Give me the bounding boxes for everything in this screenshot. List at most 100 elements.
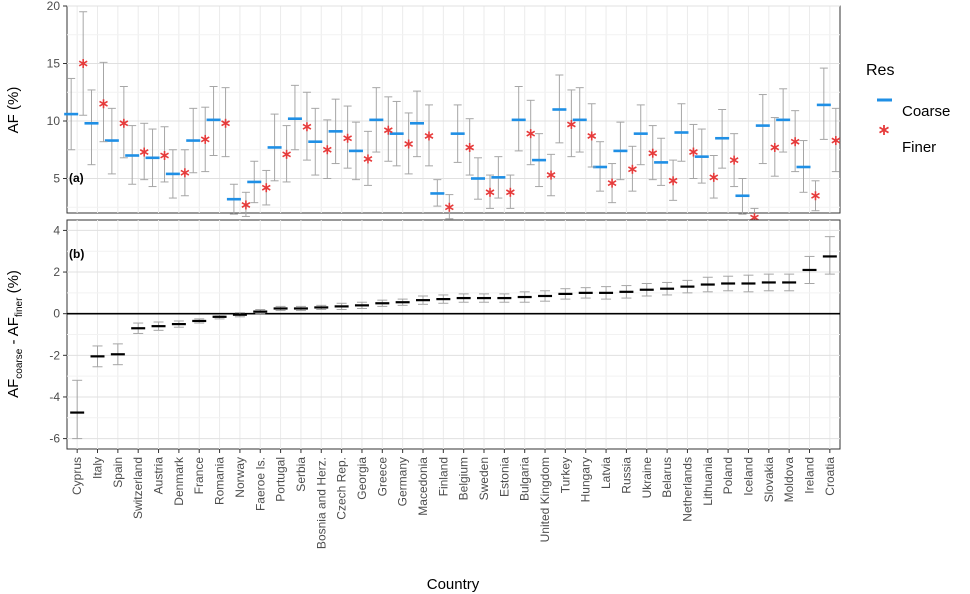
- b-diff-portugal: [273, 305, 288, 312]
- a-finer-lithuania: [709, 155, 719, 199]
- b-diff-russia: [619, 285, 634, 299]
- b-diff-italy: [90, 345, 105, 368]
- legend-title: Res: [866, 62, 894, 79]
- a-finer-point-hungary: [587, 131, 597, 141]
- a-coarse-estonia: [491, 156, 506, 199]
- a-coarse-france: [186, 107, 201, 174]
- x-tick-label-romania: Romania: [213, 457, 227, 505]
- legend-finer-label: Finer: [902, 139, 936, 156]
- a-finer-norway: [241, 191, 251, 217]
- b-diff-slovakia: [761, 273, 776, 292]
- a-coarse-turkey: [552, 74, 567, 144]
- a-finer-point-belarus: [668, 176, 678, 186]
- b-diff-switzerland: [131, 322, 146, 334]
- x-tick-label-norway: Norway: [233, 457, 247, 498]
- b-diff-austria: [151, 321, 166, 331]
- a-finer-moldova: [790, 110, 800, 173]
- b-diff-estonia: [497, 293, 512, 303]
- x-tick-label-croatia: Croatia: [823, 457, 837, 496]
- a-finer-austria: [160, 126, 169, 183]
- a-finer-point-ireland: [811, 191, 820, 201]
- b-ytick-label-m2: -2: [49, 348, 60, 362]
- panel-b-y-ticks: -6 -4 -2 0 2 4: [49, 223, 67, 446]
- a-coarse-faeroe-is: [247, 160, 262, 204]
- a-finer-point-turkey: [566, 119, 576, 129]
- a-coarse-belgium: [450, 104, 465, 163]
- a-finer-united-kingdom: [546, 153, 556, 197]
- a-finer-point-spain: [119, 118, 129, 128]
- a-finer-point-macedonia: [424, 131, 434, 141]
- a-coarse-portugal: [267, 113, 282, 182]
- a-finer-france: [200, 106, 210, 173]
- a-finer-poland: [729, 133, 739, 188]
- b-diff-czech-rep: [334, 302, 349, 311]
- a-finer-hungary: [587, 103, 597, 168]
- panel-a-marks: [64, 11, 841, 227]
- a-coarse-italy: [84, 89, 99, 166]
- b-diff-belarus: [660, 281, 675, 296]
- x-tick-label-russia: Russia: [619, 457, 633, 494]
- b-diff-poland: [721, 275, 736, 292]
- a-finer-point-finland: [444, 202, 454, 212]
- a-finer-point-latvia: [607, 178, 617, 188]
- b-diff-germany: [395, 298, 410, 306]
- panel-b-tag: (b): [69, 247, 84, 261]
- x-tick-label-ireland: Ireland: [802, 457, 816, 494]
- x-tick-label-bulgaria: Bulgaria: [518, 457, 532, 501]
- a-coarse-spain: [104, 107, 119, 175]
- a-finer-greece: [383, 96, 393, 162]
- a-finer-sweden: [485, 174, 495, 209]
- ylabel-b-prefix: AF: [5, 379, 22, 398]
- a-coarse-croatia: [816, 67, 831, 140]
- b-ytick-label-m6: -6: [49, 432, 60, 446]
- x-tick-label-austria: Austria: [152, 457, 166, 495]
- x-tick-label-denmark: Denmark: [172, 456, 186, 506]
- a-finer-point-greece: [383, 125, 393, 135]
- a-coarse-moldova: [776, 88, 791, 153]
- x-tick-label-spain: Spain: [111, 457, 125, 488]
- a-finer-croatia: [831, 107, 841, 173]
- a-finer-germany: [404, 112, 414, 175]
- x-tick-label-portugal: Portugal: [274, 457, 288, 502]
- b-diff-macedonia: [415, 295, 430, 305]
- x-tick-label-sweden: Sweden: [477, 457, 491, 500]
- a-ytick-label-5: 5: [53, 172, 60, 186]
- a-coarse-czech-rep: [328, 98, 343, 165]
- legend-coarse-label: Coarse: [902, 103, 950, 120]
- b-diff-georgia: [354, 301, 369, 309]
- x-axis-title: Country: [427, 576, 480, 593]
- x-tick-label-latvia: Latvia: [599, 457, 613, 489]
- a-coarse-belarus: [654, 137, 669, 186]
- a-coarse-georgia: [348, 121, 363, 181]
- b-ytick-label-2: 2: [53, 265, 60, 279]
- x-tick-label-france: France: [192, 457, 206, 495]
- a-coarse-finland: [430, 179, 445, 207]
- a-finer-slovakia: [770, 117, 780, 177]
- a-coarse-united-kingdom: [532, 133, 547, 188]
- b-diff-croatia: [822, 236, 837, 275]
- b-diff-united-kingdom: [538, 290, 553, 302]
- a-coarse-ukraine: [633, 104, 648, 166]
- b-diff-cyprus: [70, 379, 85, 440]
- panel-b-plot: -6 -4 -2 0 2 4 (b) AFcoarse - AFfiner (%) Cyp…: [5, 219, 841, 593]
- panel-a-y-ticks: 5 10 15 20: [47, 0, 67, 186]
- a-finer-point-germany: [404, 139, 414, 149]
- x-tick-label-united-kingdom: United Kingdom: [538, 457, 552, 542]
- b-ytick-label-4: 4: [53, 223, 60, 237]
- a-finer-serbia: [302, 91, 312, 161]
- a-finer-estonia: [505, 174, 515, 209]
- a-finer-point-switzerland: [139, 147, 149, 157]
- a-finer-point-poland: [729, 155, 739, 165]
- b-diff-bosnia-and-herz: [314, 304, 329, 311]
- a-coarse-austria: [145, 128, 160, 188]
- a-finer-faeroe-is: [261, 169, 271, 206]
- a-finer-point-croatia: [831, 136, 841, 146]
- x-tick-label-macedonia: Macedonia: [416, 457, 430, 516]
- a-finer-point-georgia: [363, 154, 373, 164]
- x-tick-label-czech-rep: Czech Rep.: [335, 457, 349, 520]
- x-tick-label-bosnia-and-herz: Bosnia and Herz.: [314, 457, 328, 549]
- a-finer-point-austria: [160, 151, 169, 160]
- a-finer-point-estonia: [505, 187, 515, 197]
- a-finer-macedonia: [424, 104, 434, 167]
